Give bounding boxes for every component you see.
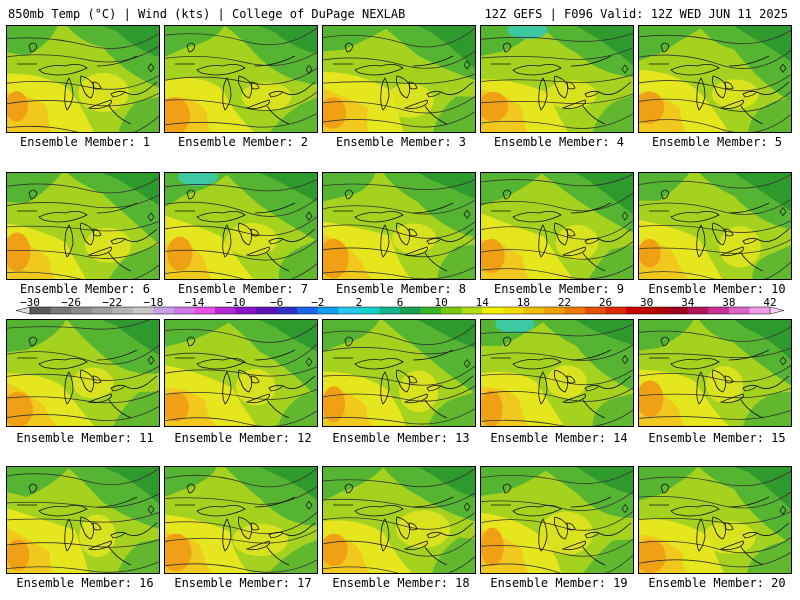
colorbar-tick-label: 14: [475, 296, 489, 309]
ensemble-member-9-map: [480, 172, 634, 280]
colorbar-tick-label: 6: [396, 296, 404, 309]
temperature-colorbar: [15, 306, 785, 315]
colorbar-tick-label: 10: [434, 296, 448, 309]
ensemble-member-label: Ensemble Member: 18: [332, 576, 470, 590]
colorbar-segment: [91, 307, 113, 314]
colorbar-segment: [687, 307, 709, 314]
ensemble-member-label: Ensemble Member: 20: [648, 576, 786, 590]
colorbar-segment: [379, 307, 401, 314]
colorbar-segment: [358, 307, 380, 314]
colorbar-tick-label: 22: [557, 296, 572, 309]
colorbar-segment: [132, 307, 154, 314]
colorbar-segment: [667, 307, 689, 314]
ensemble-member-label: Ensemble Member: 3: [335, 135, 467, 149]
colorbar-segment: [605, 307, 627, 314]
colorbar-segment: [256, 307, 278, 314]
ensemble-member-label: Ensemble Member: 12: [174, 431, 312, 445]
ensemble-member-4-map: [480, 25, 634, 133]
ensemble-member-11-map: [6, 319, 160, 427]
colorbar-segment: [749, 307, 771, 314]
colorbar-tick-label: −10: [225, 296, 246, 309]
ensemble-member-label: Ensemble Member: 16: [16, 576, 154, 590]
ensemble-member-label: Ensemble Member: 4: [493, 135, 625, 149]
colorbar-tick-label: −26: [61, 296, 82, 309]
colorbar-segment: [400, 307, 422, 314]
colorbar-segment: [317, 307, 339, 314]
colorbar-tick-label: −6: [270, 296, 284, 309]
ensemble-member-label: Ensemble Member: 6: [19, 282, 151, 296]
ensemble-member-1-map: [6, 25, 160, 133]
colorbar-tick-label: 26: [598, 296, 613, 309]
colorbar-tick-label: 34: [681, 296, 695, 309]
colorbar-segment: [194, 307, 216, 314]
ensemble-member-3-map: [322, 25, 476, 133]
colorbar-tick-label: −30: [20, 296, 40, 309]
ensemble-member-label: Ensemble Member: 8: [335, 282, 467, 296]
ensemble-member-label: Ensemble Member: 10: [648, 282, 786, 296]
ensemble-member-18-map: [322, 466, 476, 574]
colorbar-segment: [646, 307, 668, 314]
colorbar-segment: [543, 307, 565, 314]
ensemble-member-label: Ensemble Member: 9: [493, 282, 625, 296]
ensemble-member-label: Ensemble Member: 19: [490, 576, 628, 590]
colorbar-tick-label: 30: [640, 296, 654, 309]
colorbar-segment: [235, 307, 257, 314]
colorbar-tick-label: 2: [355, 296, 363, 309]
ensemble-member-7-map: [164, 172, 318, 280]
ensemble-member-8-map: [322, 172, 476, 280]
ensemble-member-2-map: [164, 25, 318, 133]
colorbar-segment: [173, 307, 195, 314]
colorbar-tick-label: 38: [722, 296, 736, 309]
colorbar-tick-label: 18: [516, 296, 530, 309]
map-title: 850mb Temp (°C) | Wind (kts) | College o…: [8, 7, 406, 21]
ensemble-member-label: Ensemble Member: 15: [648, 431, 786, 445]
ensemble-member-label: Ensemble Member: 1: [19, 135, 151, 149]
ensemble-member-label: Ensemble Member: 2: [177, 135, 309, 149]
colorbar-segment: [71, 307, 93, 314]
ensemble-member-16-map: [6, 466, 160, 574]
colorbar-segment: [50, 307, 72, 314]
colorbar-segment: [523, 307, 545, 314]
ensemble-member-label: Ensemble Member: 7: [177, 282, 309, 296]
colorbar-tick-label: 42: [763, 296, 777, 309]
ensemble-member-label: Ensemble Member: 14: [490, 431, 628, 445]
colorbar-segment: [215, 307, 237, 314]
colorbar-segment: [30, 307, 52, 314]
colorbar-segment: [112, 307, 134, 314]
colorbar-tick-label: −22: [102, 296, 123, 309]
ensemble-member-13-map: [322, 319, 476, 427]
valid-time: 12Z GEFS | F096 Valid: 12Z WED JUN 11 20…: [484, 7, 788, 21]
ensemble-member-label: Ensemble Member: 13: [332, 431, 470, 445]
colorbar-segment: [728, 307, 750, 314]
ensemble-member-10-map: [638, 172, 792, 280]
ensemble-member-19-map: [480, 466, 634, 574]
colorbar-segment: [276, 307, 298, 314]
colorbar-segment: [564, 307, 586, 314]
colorbar-segment: [482, 307, 504, 314]
colorbar-segment: [297, 307, 319, 314]
colorbar-tick-label: −18: [143, 296, 164, 309]
colorbar-segment: [461, 307, 483, 314]
ensemble-member-5-map: [638, 25, 792, 133]
colorbar-segment: [441, 307, 463, 314]
colorbar-segment: [708, 307, 730, 314]
ensemble-member-6-map: [6, 172, 160, 280]
colorbar-segment: [420, 307, 442, 314]
ensemble-member-20-map: [638, 466, 792, 574]
ensemble-member-12-map: [164, 319, 318, 427]
ensemble-member-label: Ensemble Member: 17: [174, 576, 312, 590]
ensemble-member-label: Ensemble Member: 5: [651, 135, 783, 149]
colorbar-segment: [626, 307, 648, 314]
colorbar-segment: [153, 307, 175, 314]
ensemble-member-label: Ensemble Member: 11: [16, 431, 154, 445]
colorbar-segment: [338, 307, 360, 314]
colorbar-segment: [502, 307, 524, 314]
colorbar-tick-label: −2: [311, 296, 325, 309]
ensemble-member-14-map: [480, 319, 634, 427]
colorbar-segment: [585, 307, 607, 314]
colorbar-tick-label: −14: [184, 296, 205, 309]
ensemble-member-15-map: [638, 319, 792, 427]
ensemble-member-17-map: [164, 466, 318, 574]
